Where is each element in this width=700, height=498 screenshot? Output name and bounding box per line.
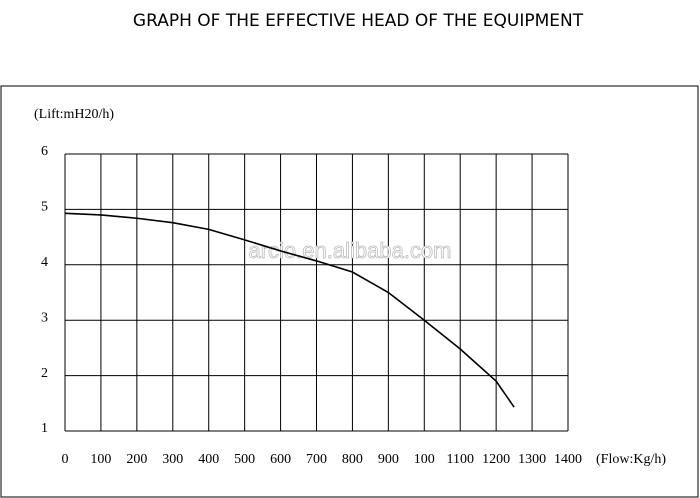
x-tick-label: 0 [62,452,69,467]
y-tick-label: 3 [41,310,48,325]
x-axis-label: (Flow:Kg/h) [596,452,666,467]
x-tick-label: 700 [306,452,327,467]
y-tick-label: 1 [41,421,48,436]
y-axis-label: (Lift:mH20/h) [34,107,114,122]
x-tick-label: 900 [378,452,399,467]
x-tick-label: 1200 [482,452,510,467]
x-tick-label: 1400 [554,452,582,467]
x-tick-label: 1100 [446,452,473,467]
x-tick-label: 300 [162,452,183,467]
x-tick-label: 100 [414,452,435,467]
x-tick-label: 200 [126,452,147,467]
watermark: arcio.en.alibaba.com [248,238,451,263]
x-tick-label: 100 [90,452,111,467]
y-tick-label: 4 [41,255,48,270]
x-tick-label: 400 [198,452,219,467]
x-tick-label: 500 [234,452,255,467]
x-tick-label: 600 [270,452,291,467]
series-line [64,212,515,408]
x-tick-label: 1300 [518,452,546,467]
chart-title: GRAPH OF THE EFFECTIVE HEAD OF THE EQUIP… [133,11,584,31]
x-tick-label: 800 [342,452,363,467]
frame [0,85,699,498]
y-tick-label: 6 [41,144,48,159]
y-tick-label: 2 [41,366,48,381]
y-tick-label: 5 [41,200,48,215]
